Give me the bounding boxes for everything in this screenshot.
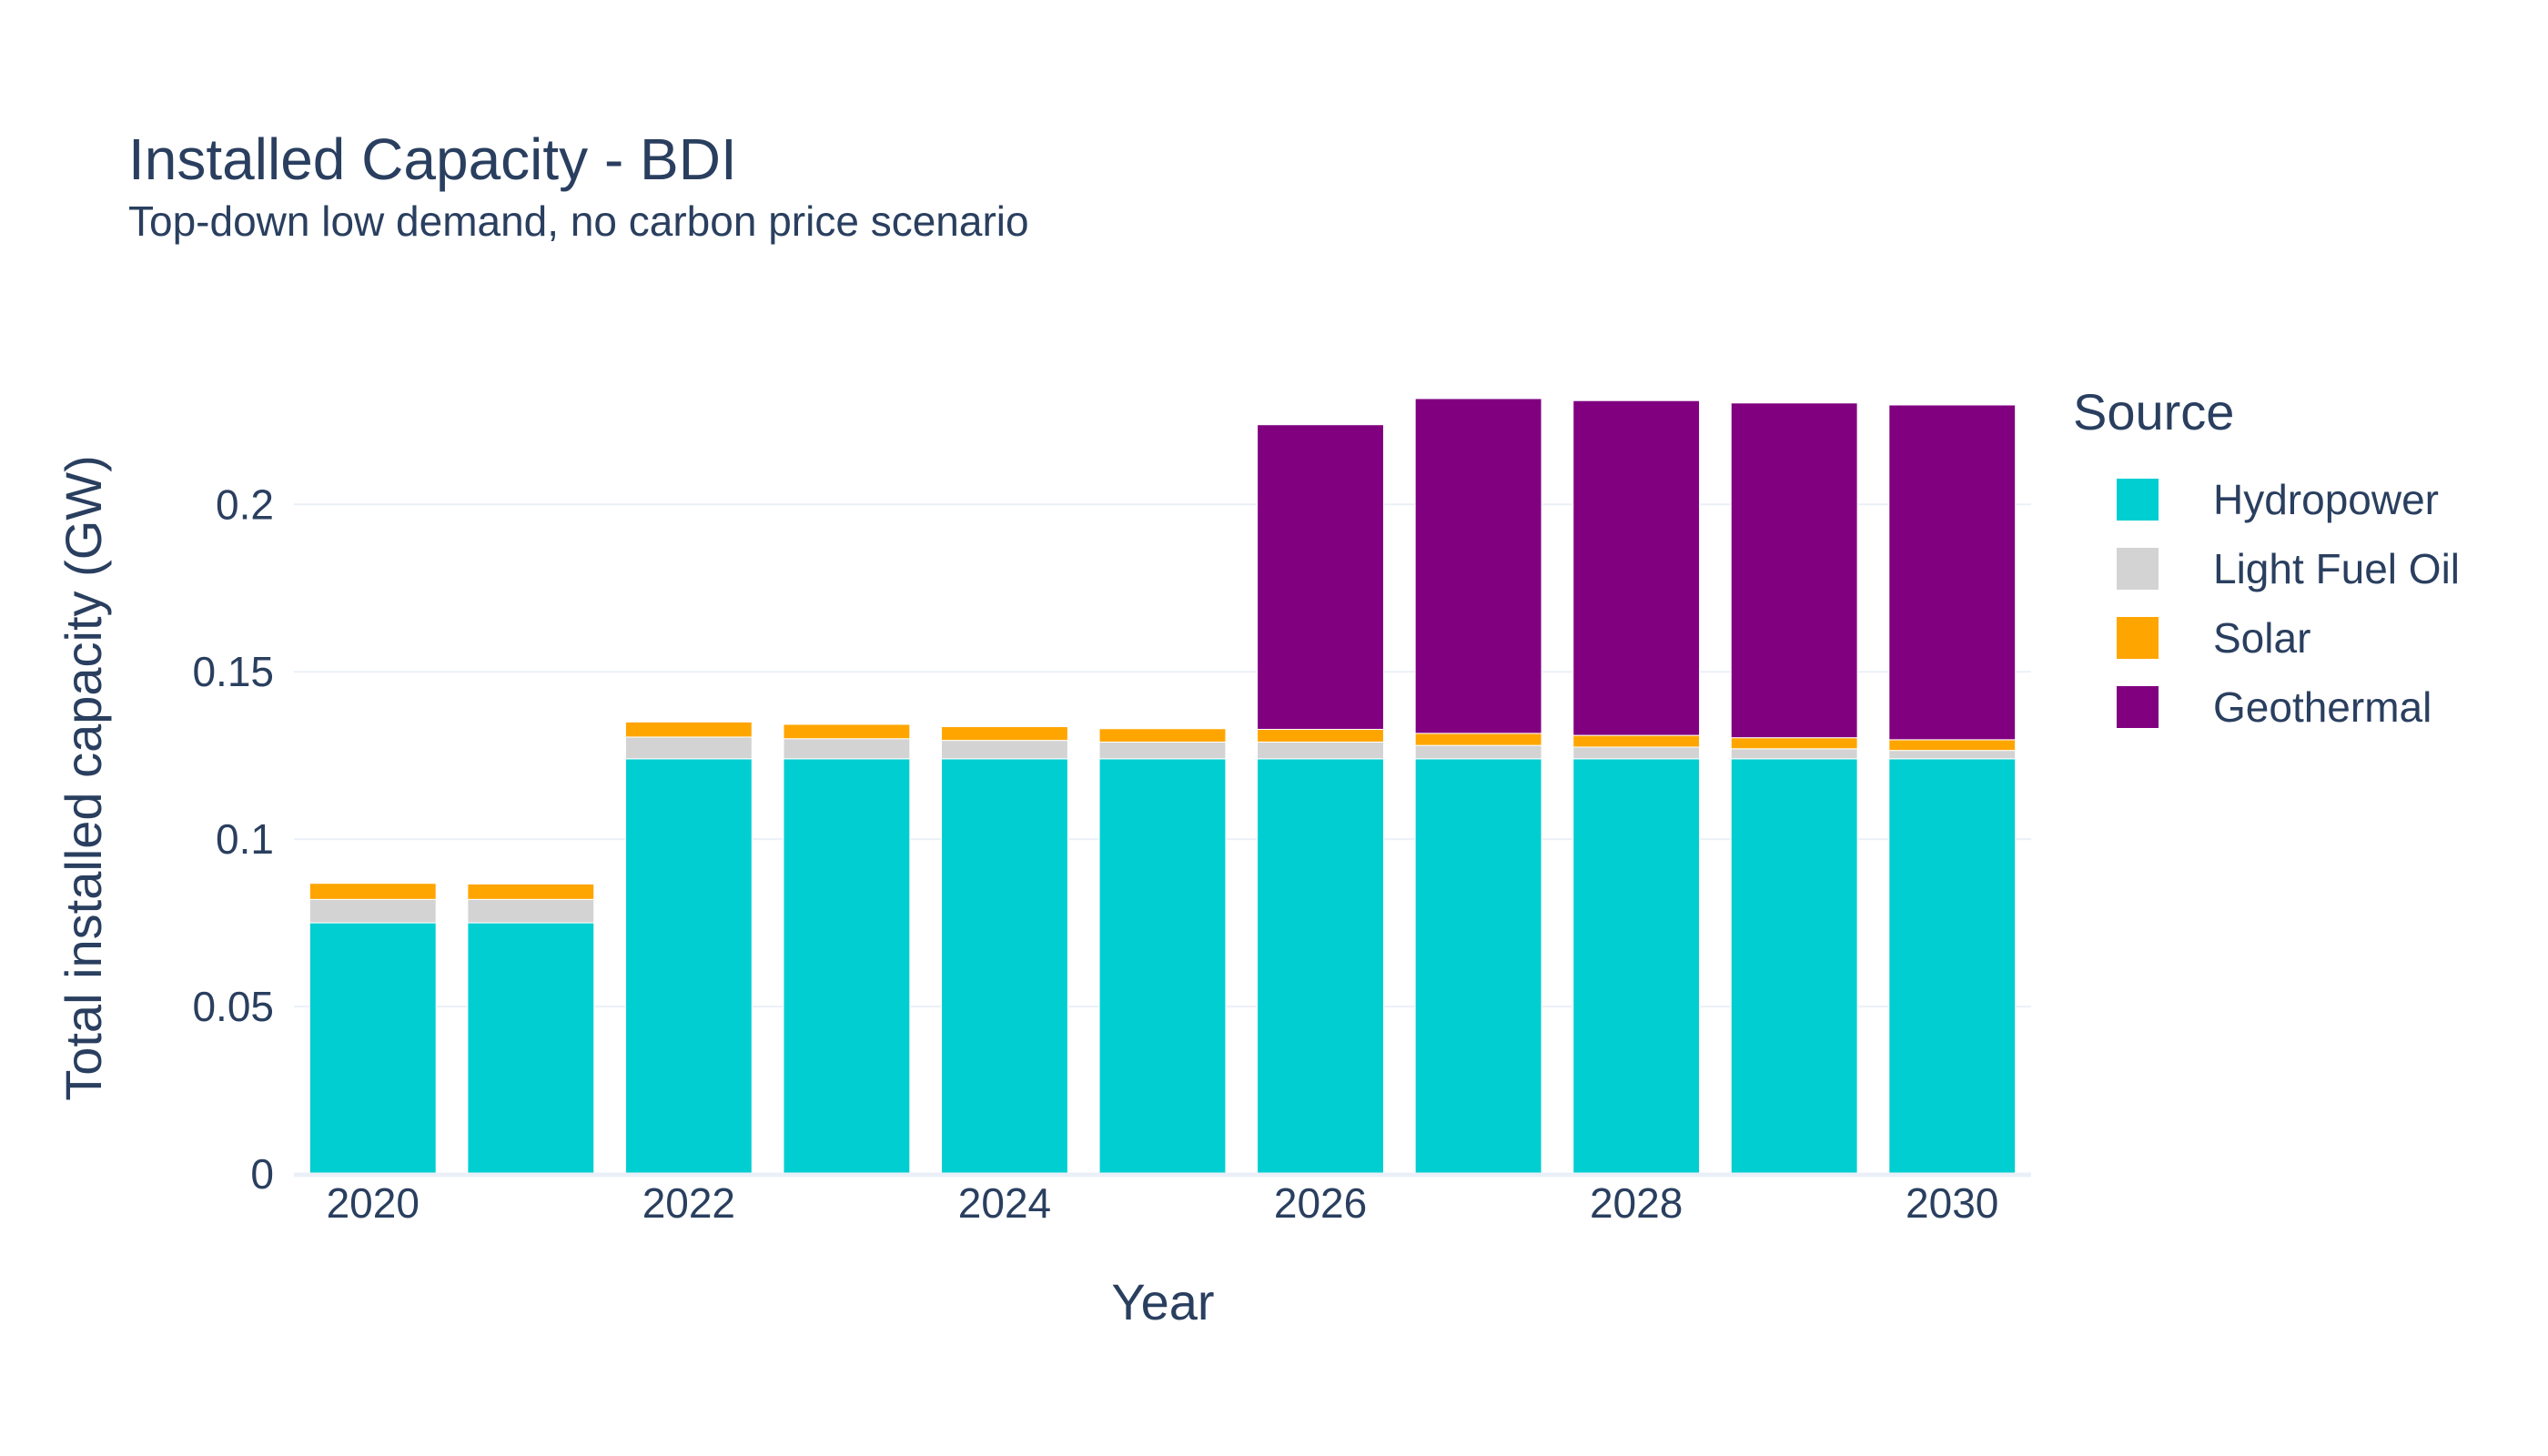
- legend-label: Solar: [2213, 614, 2311, 662]
- bar-light-fuel-oil-2023: [783, 738, 911, 760]
- legend-label: Hydropower: [2213, 476, 2439, 523]
- y-tick-label: 0.15: [192, 648, 274, 695]
- bar-light-fuel-oil-2022: [624, 736, 753, 760]
- legend-swatch: [2117, 479, 2159, 521]
- y-tick-label: 0.2: [216, 480, 274, 528]
- bar-hydropower-2030: [1888, 758, 2017, 1175]
- bar-light-fuel-oil-2029: [1730, 748, 1858, 760]
- legend: Source Hydropower Light Fuel Oil Solar Geot…: [2073, 382, 2460, 742]
- y-tick-label: 0: [250, 1150, 274, 1198]
- bar-hydropower-2021: [467, 922, 595, 1175]
- x-tick-label: 2028: [1590, 1179, 1683, 1227]
- bar-solar-2020: [308, 883, 437, 900]
- y-tick-label: 0.1: [216, 815, 274, 863]
- bars: [308, 398, 2017, 1175]
- bar-light-fuel-oil-2021: [467, 898, 595, 924]
- chart-subtitle: Top-down low demand, no carbon price sce…: [128, 197, 1029, 245]
- axes: 0 0.05 0.1 0.15 0.2 2020 2022 2024 2026 2028 2030: [192, 480, 2031, 1227]
- bar-light-fuel-oil-2030: [1888, 750, 2017, 760]
- bar-hydropower-2027: [1414, 758, 1542, 1175]
- bar-light-fuel-oil-2025: [1098, 741, 1227, 760]
- bar-solar-2021: [467, 883, 595, 900]
- x-tick-label: 2020: [327, 1179, 420, 1227]
- bar-solar-2028: [1572, 734, 1701, 748]
- bar-hydropower-2023: [783, 758, 911, 1175]
- bar-hydropower-2024: [941, 758, 1068, 1175]
- bar-hydropower-2028: [1572, 758, 1701, 1175]
- bar-solar-2024: [941, 726, 1068, 742]
- y-tick-label: 0.05: [192, 983, 274, 1030]
- bar-solar-2025: [1098, 728, 1227, 743]
- legend-item-hydropower[interactable]: Hydropower: [2073, 465, 2460, 534]
- legend-items: Hydropower Light Fuel Oil Solar Geothermal: [2073, 465, 2460, 742]
- bar-geothermal-2030: [1888, 404, 2017, 741]
- bar-solar-2022: [624, 721, 753, 738]
- legend-item-light-fuel-oil[interactable]: Light Fuel Oil: [2073, 534, 2460, 603]
- bar-solar-2023: [783, 723, 911, 740]
- x-tick-label: 2030: [1906, 1179, 1998, 1227]
- x-tick-label: 2024: [958, 1179, 1051, 1227]
- bar-geothermal-2029: [1730, 402, 1858, 739]
- x-axis-title: Year: [1111, 1273, 1214, 1330]
- bar-light-fuel-oil-2027: [1414, 744, 1542, 760]
- bar-light-fuel-oil-2028: [1572, 746, 1701, 760]
- x-tick-label: 2026: [1274, 1179, 1367, 1227]
- legend-label: Light Fuel Oil: [2213, 545, 2461, 592]
- bar-geothermal-2026: [1257, 424, 1384, 730]
- bar-geothermal-2027: [1414, 398, 1542, 734]
- bar-hydropower-2026: [1257, 758, 1384, 1175]
- bar-hydropower-2020: [308, 922, 437, 1175]
- legend-swatch: [2117, 617, 2159, 659]
- bar-light-fuel-oil-2020: [308, 898, 437, 924]
- legend-item-solar[interactable]: Solar: [2073, 603, 2460, 672]
- legend-label: Geothermal: [2213, 683, 2432, 731]
- legend-title: Source: [2073, 383, 2235, 440]
- bar-solar-2029: [1730, 737, 1858, 750]
- bar-solar-2027: [1414, 733, 1542, 746]
- x-tick-label: 2022: [642, 1179, 735, 1227]
- bar-hydropower-2025: [1098, 758, 1227, 1175]
- bar-hydropower-2029: [1730, 758, 1858, 1175]
- bar-solar-2030: [1888, 739, 2017, 752]
- y-axis-title: Total installed capacity (GW): [55, 455, 112, 1101]
- bar-solar-2026: [1257, 728, 1384, 743]
- legend-swatch: [2117, 548, 2159, 590]
- chart-title: Installed Capacity - BDI: [128, 126, 737, 192]
- bar-light-fuel-oil-2024: [941, 740, 1068, 760]
- bar-geothermal-2028: [1572, 399, 1701, 736]
- bar-hydropower-2022: [624, 758, 753, 1175]
- legend-item-geothermal[interactable]: Geothermal: [2073, 672, 2460, 742]
- legend-swatch: [2117, 686, 2159, 728]
- bar-light-fuel-oil-2026: [1257, 741, 1384, 760]
